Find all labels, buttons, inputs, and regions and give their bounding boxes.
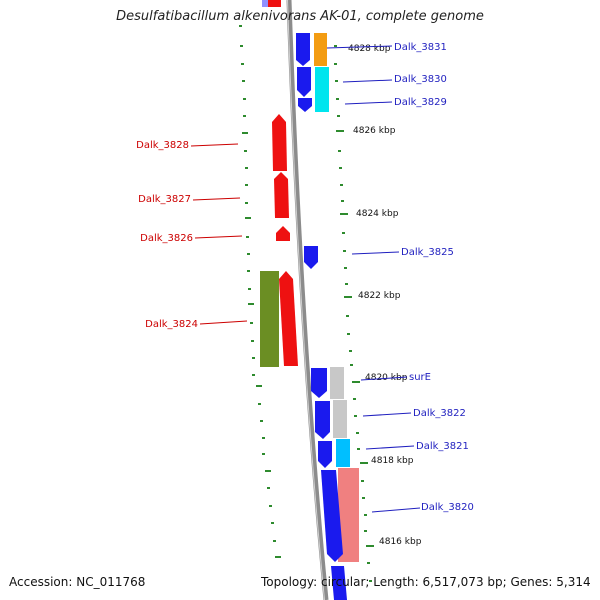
gene-label-left[interactable]: Dalk_3827 xyxy=(138,194,191,205)
accession-text: Accession: NC_011768 xyxy=(9,575,146,589)
gene-label-left[interactable]: Dalk_3828 xyxy=(136,140,189,151)
reverse-strand-genes xyxy=(296,33,347,600)
right-leader-lines xyxy=(326,45,421,513)
gene-arrow xyxy=(279,271,298,366)
gene-arrow xyxy=(274,172,289,218)
gene-label-right[interactable]: Dalk_3831 xyxy=(394,42,447,53)
top-stub-feature-blue xyxy=(262,0,273,7)
gene-label-right[interactable]: Dalk_3825 xyxy=(401,247,454,258)
ruler-label: 4826 kbp xyxy=(353,126,396,136)
gene-label-right[interactable]: surE xyxy=(409,372,431,383)
genome-summary-text: Topology: circular; Length: 6,517,073 bp… xyxy=(261,575,591,589)
cog-block-salmon xyxy=(338,468,359,562)
gene-label-right[interactable]: Dalk_3820 xyxy=(421,502,474,513)
gene-arrow xyxy=(296,33,310,66)
gene-arrow xyxy=(331,566,347,600)
cog-block-gray xyxy=(330,367,344,399)
ruler-label: 4822 kbp xyxy=(358,291,401,301)
top-stub-feature-red xyxy=(268,0,281,7)
cog-block-gray xyxy=(333,400,347,438)
forward-strand-genes xyxy=(260,114,298,367)
cog-track xyxy=(314,33,359,562)
gene-arrow xyxy=(311,368,327,398)
left-leader-lines xyxy=(190,143,248,325)
genome-backbone xyxy=(286,0,329,600)
ruler-label: 4824 kbp xyxy=(356,209,399,219)
gene-arrow xyxy=(321,470,343,562)
right-dotted-track xyxy=(334,45,374,582)
gene-arrow xyxy=(304,246,318,269)
ruler-label: 4818 kbp xyxy=(371,456,414,466)
gene-arrow xyxy=(276,226,290,241)
gene-block-olive xyxy=(260,271,279,367)
gene-arrow xyxy=(315,401,330,439)
map-title: Desulfatibacillum alkenivorans AK-01, co… xyxy=(116,9,484,24)
ruler-label: 4816 kbp xyxy=(379,537,422,547)
gene-arrow xyxy=(297,67,311,97)
gene-label-right[interactable]: Dalk_3829 xyxy=(394,97,447,108)
gene-arrow xyxy=(272,114,287,171)
cog-block-sky xyxy=(336,439,350,467)
cog-block-orange xyxy=(314,33,327,66)
genome-backbone-highlight xyxy=(287,0,325,600)
gene-arrow xyxy=(318,441,332,468)
gene-label-left[interactable]: Dalk_3826 xyxy=(140,233,193,244)
ruler-label: 4828 kbp xyxy=(348,44,391,54)
gene-label-right[interactable]: Dalk_3830 xyxy=(394,74,447,85)
gene-arrow xyxy=(298,98,312,112)
gene-label-left[interactable]: Dalk_3824 xyxy=(145,319,198,330)
gene-label-right[interactable]: Dalk_3822 xyxy=(413,408,466,419)
gene-label-right[interactable]: Dalk_3821 xyxy=(416,441,469,452)
cog-block-cyan xyxy=(315,67,329,112)
left-dotted-track xyxy=(239,25,281,558)
